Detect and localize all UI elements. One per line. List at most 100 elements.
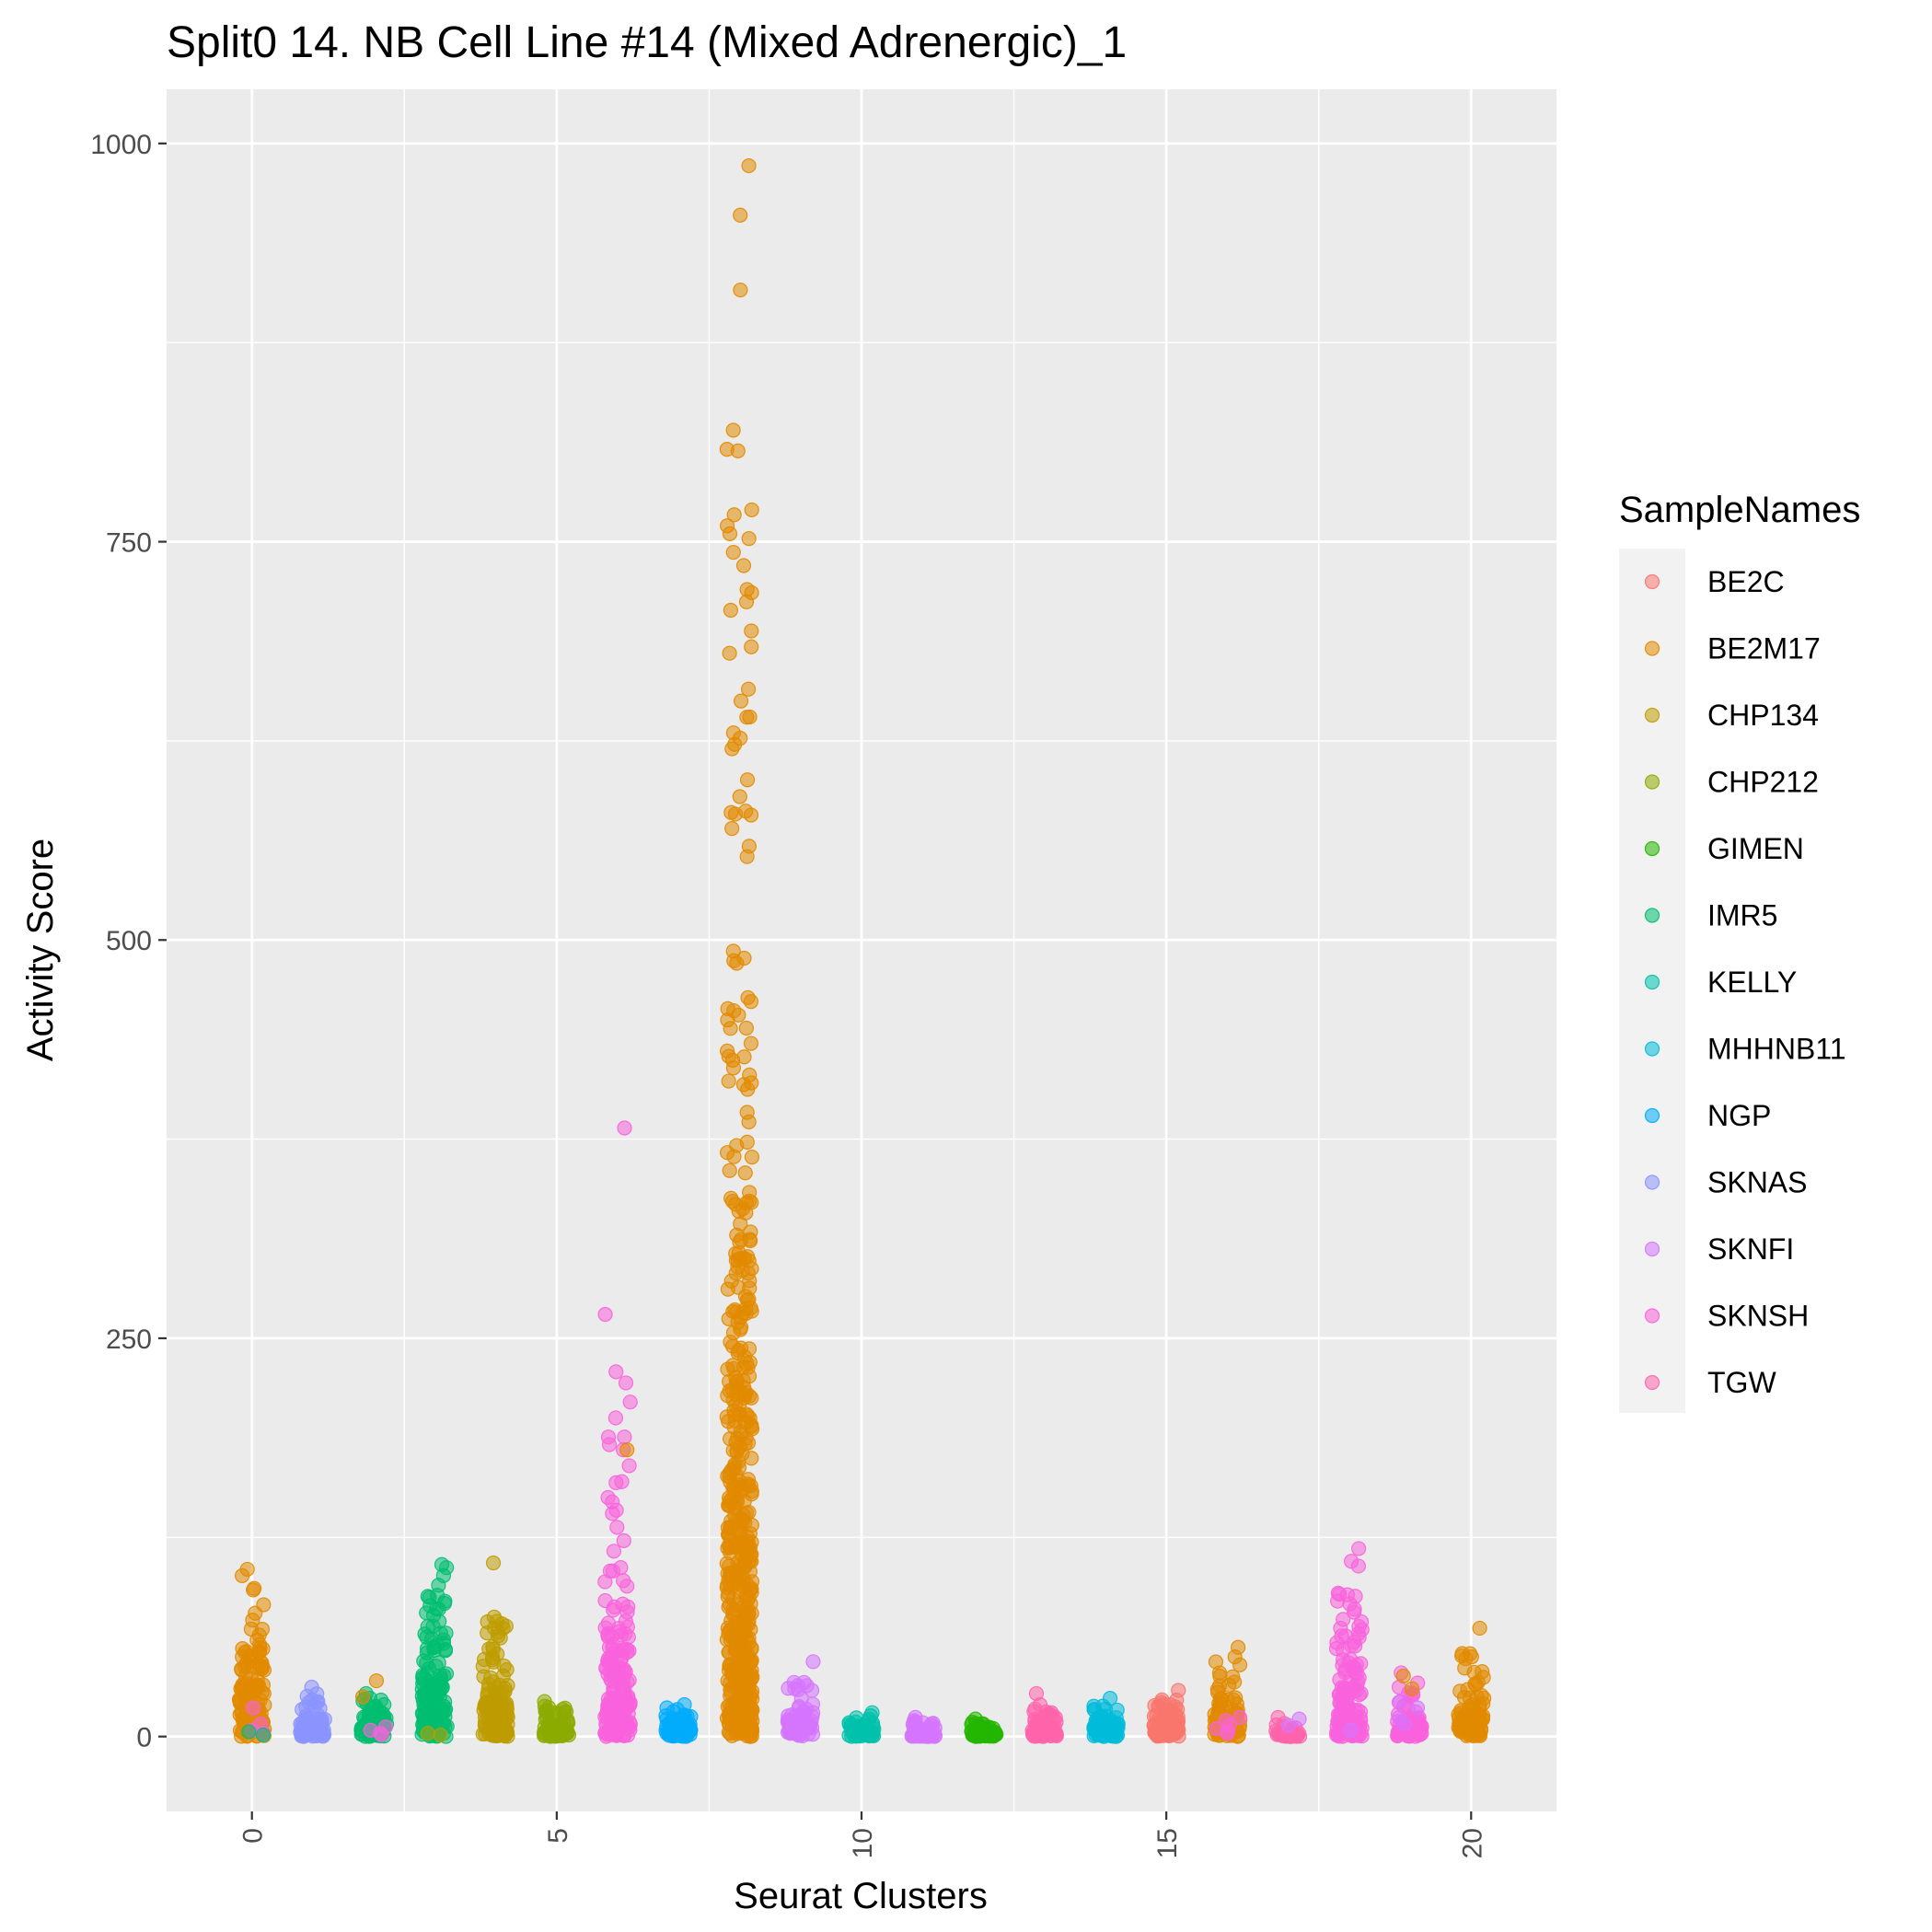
data-point [1171, 1683, 1186, 1698]
y-tick-label: 500 [106, 926, 152, 956]
data-point [989, 1727, 1004, 1742]
data-point [374, 1727, 389, 1743]
data-point [731, 1460, 747, 1475]
data-point [1463, 1649, 1479, 1665]
legend-key-mhhnb11 [1644, 1041, 1660, 1057]
data-point [1330, 1593, 1346, 1609]
data-point [480, 1625, 495, 1641]
data-point [726, 1715, 742, 1730]
data-point [1044, 1705, 1059, 1720]
data-point [724, 1338, 741, 1354]
data-point [1353, 1614, 1370, 1630]
data-point [420, 1726, 435, 1741]
data-point [609, 1520, 625, 1535]
data-point [726, 1149, 742, 1164]
legend-label-sknfi: SKNFI [1707, 1232, 1794, 1266]
legend-key-sknfi [1644, 1241, 1660, 1257]
x-axis: 0 5 10 15 20 [238, 1811, 1487, 1858]
data-point [722, 1163, 737, 1178]
data-point [733, 1692, 748, 1707]
data-points [231, 157, 1492, 1744]
data-point [721, 1073, 736, 1089]
data-point [234, 1568, 250, 1583]
data-point [1329, 1635, 1345, 1650]
data-point [736, 950, 752, 966]
legend: SampleNames BE2C BE2M17 CHP134 CHP212 GIMEN I… [1619, 490, 1860, 1413]
data-point [426, 1640, 442, 1656]
data-point [719, 1043, 735, 1059]
data-point [725, 1060, 742, 1076]
legend-label-be2c: BE2C [1707, 565, 1785, 598]
data-point [606, 1544, 621, 1559]
data-point [1451, 1706, 1466, 1722]
data-point [1027, 1726, 1044, 1741]
data-point [733, 207, 748, 223]
data-point [669, 1702, 685, 1718]
data-point [796, 1716, 812, 1731]
data-point [790, 1678, 806, 1694]
legend-label-imr5: IMR5 [1707, 899, 1777, 932]
data-point [782, 1726, 798, 1741]
data-point [602, 1563, 619, 1579]
data-point [744, 1451, 759, 1466]
data-point [862, 1708, 878, 1724]
data-point [726, 507, 742, 523]
data-point [1211, 1665, 1228, 1681]
data-point [484, 1652, 501, 1668]
data-point [736, 1049, 752, 1065]
y-axis-title: Activity Score [20, 839, 61, 1061]
data-point [844, 1729, 860, 1744]
data-point [617, 1429, 632, 1445]
data-point [722, 645, 737, 661]
data-point [245, 1613, 260, 1628]
data-point [741, 157, 757, 174]
legend-label-sknas: SKNAS [1707, 1166, 1807, 1199]
data-point [743, 807, 759, 823]
legend-key-tgw [1644, 1374, 1660, 1391]
data-point [1291, 1711, 1307, 1727]
data-point [1475, 1711, 1490, 1728]
data-point [368, 1672, 385, 1689]
data-point [1468, 1677, 1484, 1693]
data-point [965, 1728, 980, 1743]
data-point [1109, 1702, 1125, 1718]
data-point [738, 1588, 754, 1603]
legend-key-sknsh [1644, 1308, 1660, 1324]
data-point [500, 1717, 515, 1732]
data-point [723, 804, 739, 820]
x-tick-label: 0 [238, 1828, 269, 1844]
data-point [607, 1410, 624, 1426]
data-point [744, 584, 759, 601]
legend-key-imr5 [1644, 908, 1660, 923]
data-point [730, 443, 746, 458]
data-point [255, 1727, 272, 1743]
data-point [597, 1592, 613, 1609]
data-point [735, 1725, 750, 1741]
data-point [735, 1359, 752, 1375]
data-point [723, 1539, 738, 1555]
data-point [722, 1493, 737, 1510]
legend-label-gimen: GIMEN [1707, 832, 1804, 865]
data-point [725, 544, 741, 561]
data-point [731, 1615, 747, 1631]
data-point [924, 1716, 940, 1731]
data-point [731, 1245, 746, 1261]
data-point [1333, 1620, 1348, 1637]
data-point [744, 1546, 759, 1562]
data-point [1212, 1698, 1228, 1715]
data-point [431, 1655, 446, 1671]
data-point [617, 1120, 632, 1136]
data-point [744, 623, 759, 639]
data-point [720, 1388, 735, 1404]
data-point [485, 1555, 502, 1571]
data-point [483, 1670, 499, 1686]
data-point [724, 741, 740, 757]
data-point [743, 1478, 758, 1494]
data-point [728, 1434, 744, 1451]
data-point [1102, 1691, 1118, 1706]
data-point [722, 526, 738, 541]
data-point [841, 1717, 857, 1732]
data-point [301, 1714, 318, 1730]
data-point [616, 1533, 631, 1548]
